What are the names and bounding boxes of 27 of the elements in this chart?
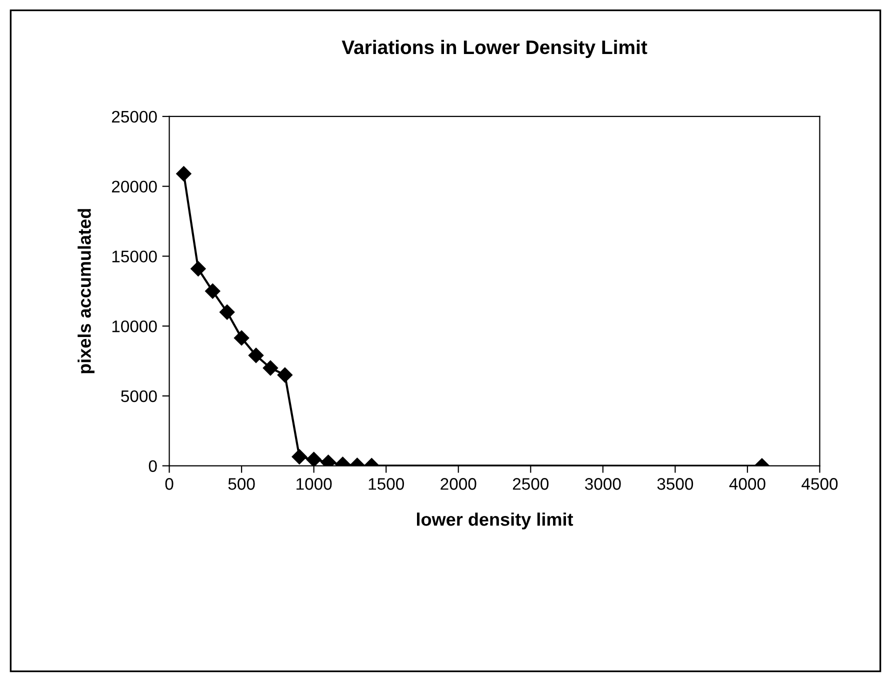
x-tick-label: 3000 (585, 478, 621, 490)
y-tick-label: 0 (148, 460, 157, 472)
x-tick-label: 3500 (657, 478, 694, 490)
point (190, 261, 206, 276)
x-tick-label: 500 (228, 478, 255, 490)
x-axis-title: lower density limit (417, 512, 574, 530)
x-tick-label: 1000 (296, 478, 332, 490)
x-tick-label: 2500 (512, 478, 549, 490)
y-tick-label: 20000 (112, 180, 157, 193)
x-tick-label: 0 (165, 478, 174, 490)
y-axis-title: pixels accumulated (78, 209, 94, 374)
y-tick-label: 15000 (112, 250, 157, 262)
point (262, 360, 278, 376)
x-tick-label: 4000 (729, 478, 766, 490)
y-tick-label: 10000 (112, 320, 157, 332)
x-tick-label: 4500 (802, 478, 838, 490)
y-tick-label: 5000 (121, 390, 157, 402)
point (277, 367, 292, 383)
x-tick-label: 1500 (368, 478, 404, 490)
point (248, 348, 264, 363)
x-tick-label: 2000 (440, 478, 476, 490)
point (234, 330, 250, 346)
y-tick-label: 25000 (112, 110, 157, 123)
point (220, 304, 235, 320)
point (205, 284, 220, 299)
chart-title: Variations in Lower Density Limit (342, 40, 648, 58)
point (306, 452, 322, 466)
